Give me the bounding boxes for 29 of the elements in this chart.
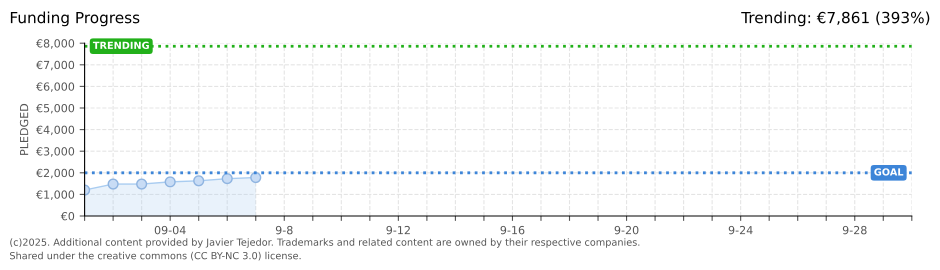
x-tick-label: 9-8 (276, 226, 293, 234)
y-tick-label: €5,000 (36, 104, 74, 114)
ref-line-label: TRENDING (92, 42, 149, 50)
point (193, 175, 204, 186)
chart-subtitle: Trending: €7,861 (393%) (741, 12, 930, 26)
point (136, 178, 148, 190)
ref-line-label: GOAL (874, 168, 904, 176)
point (108, 178, 119, 190)
x-tick-label: 9-24 (728, 226, 753, 234)
text: Shared under the creative commons (CC BY-NC 3.0) license. (10, 252, 301, 260)
chart-title: Funding Progress (10, 12, 140, 26)
x-tick-label: 9-28 (842, 226, 867, 234)
x-tick-label: 09-04 (154, 226, 186, 234)
y-tick-label: €0 (60, 212, 74, 220)
x-tick-label: 9-20 (614, 226, 638, 234)
y-tick-label: €8,000 (36, 39, 74, 49)
y-tick-label: €2,000 (36, 168, 74, 178)
point (164, 176, 176, 188)
x-tick-label: 9-12 (386, 226, 410, 234)
point (250, 172, 262, 184)
y-tick-label: €6,000 (36, 82, 74, 92)
point (222, 173, 233, 184)
text: (c)2025. Additional content provided by Javier Tejedor. Trademarks and related content are owned by their respective companies. (10, 238, 640, 248)
x-tick-label: 9-16 (500, 226, 524, 234)
y-axis-title: PLEDGED (20, 104, 28, 155)
y-tick-label: €3,000 (36, 147, 74, 157)
y-tick-label: €7,000 (36, 60, 74, 70)
y-tick-label: €1,000 (36, 190, 74, 200)
y-tick-label: €4,000 (36, 126, 74, 136)
